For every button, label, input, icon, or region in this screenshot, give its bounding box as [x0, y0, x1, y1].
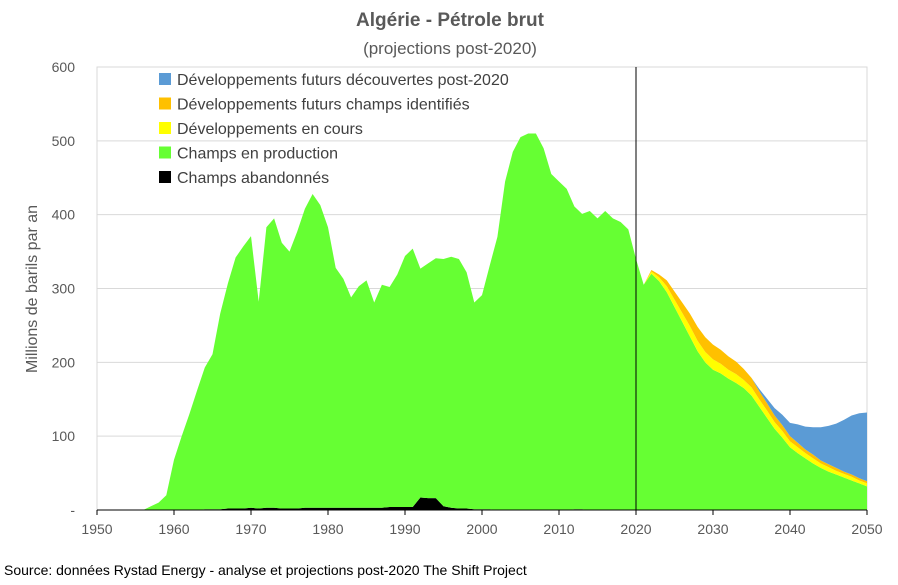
- legend-swatch-abandoned: [159, 171, 171, 183]
- chart: Algérie - Pétrole brut (projections post…: [24, 10, 883, 537]
- source-note: Source: données Rystad Energy - analyse …: [4, 562, 527, 578]
- x-tick-label: 2010: [543, 521, 574, 537]
- legend-swatch-future: [159, 73, 171, 85]
- x-tick-label: 1990: [389, 521, 420, 537]
- legend-label-future: Développements futurs découvertes post-2…: [177, 72, 509, 89]
- area-production: [97, 133, 867, 510]
- legend-label-production: Champs en production: [177, 146, 338, 163]
- y-tick-label: 500: [52, 133, 76, 149]
- y-axis-label: Millions de barils par an: [24, 205, 41, 373]
- legend-label-abandoned: Champs abandonnés: [177, 170, 329, 187]
- legend-label-identified: Développements futurs champs identifiés: [177, 97, 470, 114]
- chart-title: Algérie - Pétrole brut: [356, 10, 545, 31]
- x-tick-label: 1950: [81, 521, 112, 537]
- y-tick-label: 400: [52, 207, 76, 223]
- x-tick-label: 2050: [851, 521, 882, 537]
- x-tick-label: 2040: [774, 521, 805, 537]
- x-tick-label: 1960: [158, 521, 189, 537]
- x-tick-label: 2020: [620, 521, 651, 537]
- x-tick-label: 2000: [466, 521, 497, 537]
- axes: 1950 1960 1970 1980 1990 2000 2010 2020 2030 2040…: [52, 59, 883, 537]
- x-tick-label: 2030: [697, 521, 728, 537]
- legend-label-ongoing: Développements en cours: [177, 121, 363, 138]
- legend-swatch-production: [159, 146, 171, 159]
- y-tick-label: 100: [52, 428, 76, 444]
- x-tick-label: 1980: [312, 521, 343, 537]
- legend: Développements futurs découvertes post-2…: [159, 72, 509, 187]
- x-tick-label: 1970: [235, 521, 266, 537]
- chart-subtitle: (projections post-2020): [363, 39, 537, 58]
- area-series: [97, 133, 867, 510]
- legend-swatch-ongoing: [159, 122, 171, 134]
- y-tick-label: 600: [52, 59, 76, 75]
- y-tick-label: 200: [52, 354, 76, 370]
- y-tick-label: 300: [52, 281, 76, 297]
- y-tick-label: -: [70, 502, 75, 518]
- legend-swatch-identified: [159, 97, 171, 110]
